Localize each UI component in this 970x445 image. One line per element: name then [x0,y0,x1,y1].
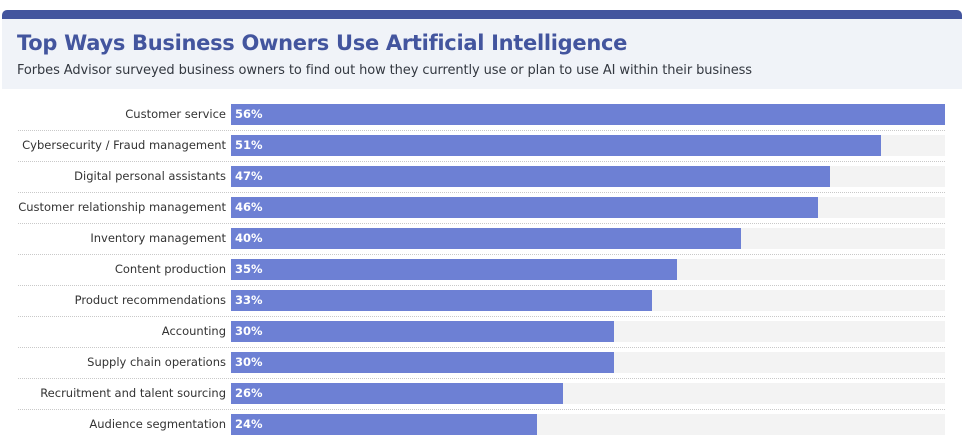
value-label: 56% [235,107,263,121]
category-label: Supply chain operations [87,355,226,369]
bar: 33% [231,290,652,311]
value-label: 24% [235,417,263,431]
chart-subtitle: Forbes Advisor surveyed business owners … [17,63,752,78]
value-label: 35% [235,262,263,276]
bar: 30% [231,352,614,373]
chart-row: Content production 35% [18,259,945,290]
chart-title: Top Ways Business Owners Use Artificial … [17,31,628,55]
category-label: Accounting [161,324,226,338]
category-label: Product recommendations [74,293,226,307]
row-divider [18,409,945,410]
chart-row: Recruitment and talent sourcing 26% [18,383,945,414]
category-label: Customer service [125,107,226,121]
bar-track: 56% [231,104,945,125]
row-divider [18,347,945,348]
bar-track: 30% [231,352,945,373]
bar: 46% [231,197,818,218]
value-label: 40% [235,231,263,245]
row-divider [18,378,945,379]
bar: 51% [231,135,881,156]
chart-header: Top Ways Business Owners Use Artificial … [2,19,962,89]
value-label: 33% [235,293,263,307]
chart-row: Audience segmentation 24% [18,414,945,445]
value-label: 30% [235,355,263,369]
chart-row: Accounting 30% [18,321,945,352]
value-label: 51% [235,138,263,152]
chart-row: Product recommendations 33% [18,290,945,321]
row-divider [18,316,945,317]
value-label: 26% [235,386,263,400]
row-divider [18,130,945,131]
bar-track: 35% [231,259,945,280]
bar-track: 26% [231,383,945,404]
chart-row: Digital personal assistants 47% [18,166,945,197]
category-label: Customer relationship management [18,200,226,214]
value-label: 46% [235,200,263,214]
header-accent-bar [2,10,962,19]
value-label: 47% [235,169,263,183]
value-label: 30% [235,324,263,338]
category-label: Inventory management [90,231,226,245]
row-divider [18,161,945,162]
bar-track: 51% [231,135,945,156]
chart-row: Inventory management 40% [18,228,945,259]
chart-row: Supply chain operations 30% [18,352,945,383]
chart-row: Customer service 56% [18,104,945,135]
bar-track: 24% [231,414,945,435]
bar-track: 47% [231,166,945,187]
bar: 35% [231,259,677,280]
bar: 40% [231,228,741,249]
bar-track: 40% [231,228,945,249]
bar: 26% [231,383,563,404]
category-label: Audience segmentation [89,417,226,431]
category-label: Content production [114,262,226,276]
chart-row: Customer relationship management 46% [18,197,945,228]
category-label: Digital personal assistants [74,169,226,183]
bar-track: 46% [231,197,945,218]
category-label: Cybersecurity / Fraud management [22,138,226,152]
row-divider [18,192,945,193]
bar: 47% [231,166,830,187]
row-divider [18,285,945,286]
bar: 24% [231,414,537,435]
category-label: Recruitment and talent sourcing [40,386,226,400]
bar: 56% [231,104,945,125]
bar: 30% [231,321,614,342]
row-divider [18,223,945,224]
row-divider [18,254,945,255]
bar-track: 30% [231,321,945,342]
chart-row: Cybersecurity / Fraud management 51% [18,135,945,166]
bar-track: 33% [231,290,945,311]
